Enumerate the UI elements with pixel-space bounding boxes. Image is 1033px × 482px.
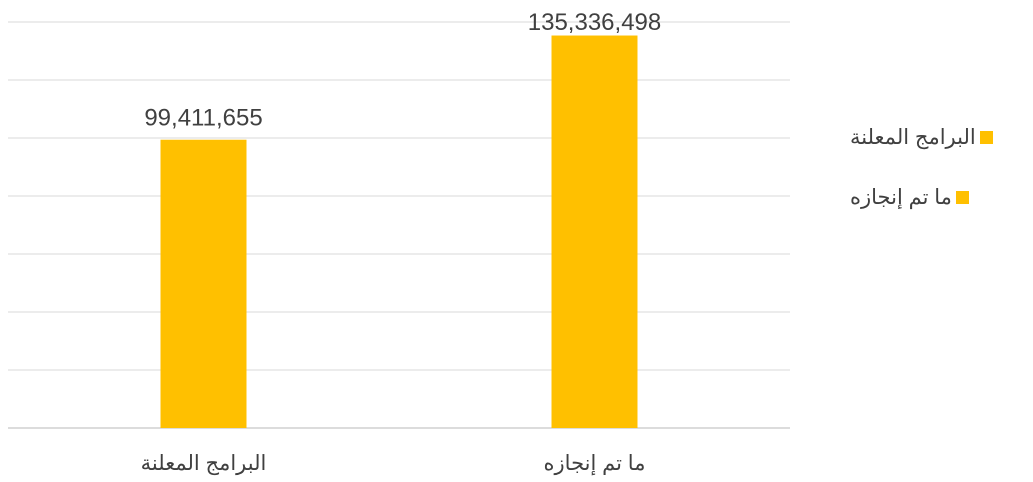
category-label: البرامج المعلنة <box>141 452 267 476</box>
bars <box>160 35 638 428</box>
legend-swatch <box>955 190 969 204</box>
gridlines <box>8 21 790 429</box>
legend-item-achieved: ما تم إنجازه <box>850 182 1020 212</box>
data-label: 135,336,498 <box>528 9 661 36</box>
category-label: ما تم إنجازه <box>544 452 646 476</box>
category-labels: البرامج المعلنة ما تم إنجازه <box>141 452 646 476</box>
legend: البرامج المعلنة ما تم إنجازه <box>850 122 1020 242</box>
data-labels: 99,411,655 135,336,498 <box>144 9 661 132</box>
data-label: 99,411,655 <box>144 105 262 132</box>
bar <box>160 139 247 428</box>
legend-label: ما تم إنجازه <box>850 185 952 209</box>
legend-item-announced: البرامج المعلنة <box>850 122 1020 152</box>
legend-swatch <box>979 130 993 144</box>
bar <box>551 35 638 428</box>
legend-label: البرامج المعلنة <box>850 125 976 149</box>
